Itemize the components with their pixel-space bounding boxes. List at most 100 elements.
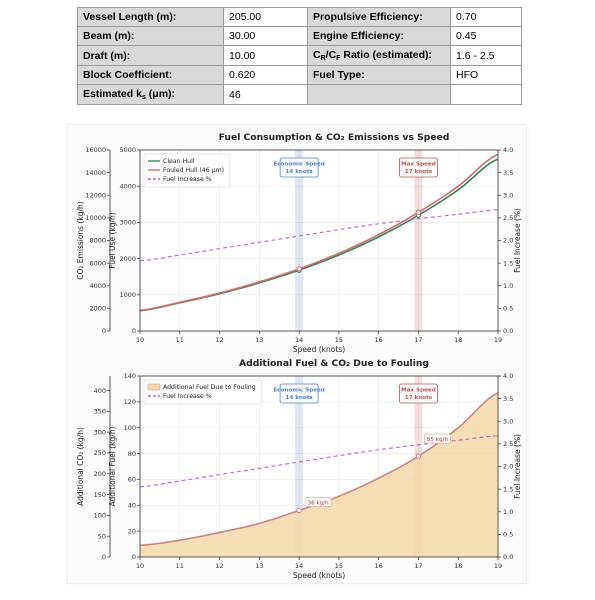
annotation-box [279, 157, 319, 178]
param-label-part: C [313, 49, 321, 61]
right-y-tick-label: 0.5 [503, 531, 513, 539]
point-label-box [424, 433, 451, 444]
annotation-label: Economic Speed [273, 162, 324, 168]
annotation-label: Economic Speed [273, 388, 324, 394]
right-y-tick-label: 3.5 [503, 169, 513, 177]
param-label: Beam (m): [77, 26, 224, 46]
param-label-part: /C [325, 49, 337, 61]
x-tick-label: 12 [215, 562, 223, 570]
chart-figure: Economic Speed 14 knots Max Speed 17 knots 1… [67, 124, 527, 584]
right-y-tick-label: 2.0 [503, 237, 513, 245]
x-tick-label: 10 [136, 562, 144, 570]
y-tick-label: 0 [132, 327, 136, 335]
x-tick-label: 15 [335, 562, 343, 570]
area-fill [140, 392, 498, 557]
data-point [415, 209, 422, 216]
outer-y-tick-label: 150 [94, 491, 106, 499]
point-label-box [304, 497, 332, 507]
param-value: 0.45 [450, 26, 522, 46]
data-point [296, 266, 302, 272]
chart-title: Fuel Consumption & CO₂ Emissions vs Spee… [219, 132, 450, 143]
x-tick-label: 19 [494, 562, 502, 570]
x-tick-label: 13 [255, 562, 263, 570]
right-y-tick-label: 4.0 [503, 372, 513, 380]
param-label-empty [307, 84, 451, 105]
param-value: 0.620 [223, 65, 308, 85]
param-label-cr-cf: CR/CF Ratio (estimated): [307, 45, 451, 66]
legend-label: Fuel Increase % [163, 176, 212, 183]
x-tick-label: 18 [454, 336, 462, 344]
param-label: Fuel Type: [307, 65, 451, 85]
outer-y-tick-label: 350 [94, 408, 106, 416]
outer-y-axis-label: CO₂ Emissions (kg/h) [76, 201, 85, 280]
outer-y-tick-label: 300 [94, 428, 106, 436]
right-y-tick-label: 1.0 [503, 282, 513, 290]
y-tick-label: 60 [128, 476, 136, 484]
annotation-value: 17 knots [405, 169, 433, 175]
outer-y-tick-label: 100 [94, 512, 106, 520]
legend-box [143, 153, 231, 188]
param-row: Vessel Length (m): 205.00 Propulsive Eff… [77, 7, 522, 27]
param-label: Draft (m): [77, 45, 224, 66]
right-y-tick-label: 3.5 [503, 395, 513, 403]
right-y-tick-label: 1.5 [503, 485, 513, 493]
outer-y-tick-label: 10000 [85, 214, 106, 222]
y-tick-label: 3000 [119, 219, 136, 227]
vessel-parameters-table: Vessel Length (m): 205.00 Propulsive Eff… [77, 7, 522, 105]
param-label-part: Estimated k [83, 88, 142, 100]
annotation-box [399, 157, 438, 178]
right-y-tick-label: 0.0 [503, 327, 513, 335]
annotation-box [279, 383, 319, 404]
param-row: Block Coefficient: 0.620 Fuel Type: HFO [77, 65, 522, 85]
param-label: Block Coefficient: [77, 65, 224, 85]
param-value: 46 [223, 84, 308, 105]
right-y-tick-label: 2.5 [503, 440, 513, 448]
point-label: 85 kg/h [427, 437, 449, 443]
y-tick-label: 0 [132, 553, 136, 561]
outer-y-tick-label: 0 [102, 327, 106, 335]
y-tick-label: 2000 [119, 255, 136, 263]
outer-y-tick-label: 50 [98, 532, 106, 540]
x-tick-label: 12 [215, 336, 223, 344]
annotation-value: 17 knots [405, 395, 433, 401]
param-row: Draft (m): 10.00 CR/CF Ratio (estimated)… [77, 45, 522, 66]
x-axis-label: Speed (knots) [293, 571, 345, 580]
annotation-value: 14 knots [285, 395, 313, 401]
data-point [415, 453, 422, 459]
x-axis-label: Speed (knots) [293, 345, 345, 354]
y-tick-label: 4000 [119, 182, 136, 190]
outer-y-tick-label: 16000 [85, 146, 106, 154]
y-tick-label: 100 [124, 424, 136, 432]
speed-band [295, 150, 304, 331]
speed-band [414, 150, 423, 331]
y-tick-label: 20 [128, 527, 136, 535]
outer-y-tick-label: 12000 [85, 191, 106, 199]
param-row: Beam (m): 30.00 Engine Efficiency: 0.45 [77, 26, 522, 46]
outer-y-tick-label: 8000 [89, 237, 106, 245]
x-tick-label: 18 [454, 562, 462, 570]
x-tick-label: 14 [295, 562, 303, 570]
x-tick-label: 16 [375, 336, 383, 344]
right-y-tick-label: 1.5 [503, 259, 513, 267]
outer-y-tick-label: 400 [94, 387, 106, 395]
series-line [139, 153, 499, 312]
outer-y-tick-label: 0 [102, 553, 106, 561]
y-axis-label: Fuel Use (kg/h) [108, 212, 117, 268]
y-tick-label: 80 [128, 450, 136, 458]
x-tick-label: 17 [414, 336, 422, 344]
legend-label: Clean Hull [163, 158, 195, 165]
x-tick-label: 16 [375, 562, 383, 570]
legend-label: Fuel Increase % [163, 393, 212, 400]
param-value: 30.00 [223, 26, 308, 46]
y-tick-label: 40 [128, 501, 136, 509]
outer-y-axis-label: Additional CO₂ (kg/h) [76, 427, 85, 506]
outer-y-tick-label: 4000 [89, 282, 106, 290]
right-y-axis-label: Fuel Increase (%) [513, 208, 522, 273]
param-label-sub: R [320, 55, 326, 62]
param-label-sub: s [141, 94, 146, 101]
right-y-axis-label: Fuel Increase (%) [513, 434, 522, 499]
outer-y-tick-label: 2000 [89, 305, 106, 313]
